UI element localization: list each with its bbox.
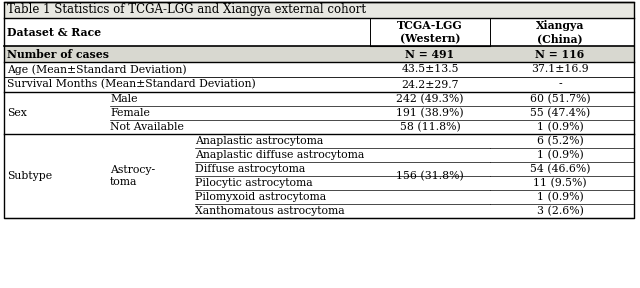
Text: Anaplastic diffuse astrocytoma: Anaplastic diffuse astrocytoma xyxy=(195,150,364,160)
Text: 1 (0.9%): 1 (0.9%) xyxy=(536,192,584,202)
Text: 1 (0.9%): 1 (0.9%) xyxy=(536,150,584,160)
Text: Dataset & Race: Dataset & Race xyxy=(7,26,101,37)
Text: Xanthomatous astrocytoma: Xanthomatous astrocytoma xyxy=(195,206,344,216)
Text: Table 1 Statistics of TCGA-LGG and Xiangya external cohort: Table 1 Statistics of TCGA-LGG and Xiang… xyxy=(7,3,366,16)
Text: Age (Mean±Standard Deviation): Age (Mean±Standard Deviation) xyxy=(7,64,187,75)
Text: 191 (38.9%): 191 (38.9%) xyxy=(396,108,464,118)
Text: 24.2±29.7: 24.2±29.7 xyxy=(401,79,459,90)
Text: 242 (49.3%): 242 (49.3%) xyxy=(396,94,464,104)
Bar xyxy=(4,2,634,218)
Text: 3 (2.6%): 3 (2.6%) xyxy=(536,206,584,216)
Bar xyxy=(4,2,634,18)
Text: Male: Male xyxy=(110,94,138,104)
Text: 37.1±16.9: 37.1±16.9 xyxy=(531,65,589,75)
Text: Pilocytic astrocytoma: Pilocytic astrocytoma xyxy=(195,178,312,188)
Bar xyxy=(4,106,634,120)
Bar xyxy=(4,18,634,46)
Text: Not Available: Not Available xyxy=(110,122,184,132)
Text: 43.5±13.5: 43.5±13.5 xyxy=(401,65,459,75)
Bar xyxy=(4,176,634,190)
Text: Subtype: Subtype xyxy=(7,171,52,181)
Bar xyxy=(4,120,634,134)
Text: Female: Female xyxy=(110,108,150,118)
Text: 156 (31.8%): 156 (31.8%) xyxy=(396,171,464,181)
Text: N = 491: N = 491 xyxy=(405,48,454,60)
Bar xyxy=(4,134,634,148)
Bar xyxy=(4,162,634,176)
Text: 55 (47.4%): 55 (47.4%) xyxy=(530,108,590,118)
Bar xyxy=(4,148,634,162)
Bar xyxy=(4,46,634,62)
Text: Pilomyxoid astrocytoma: Pilomyxoid astrocytoma xyxy=(195,192,326,202)
Text: Sex: Sex xyxy=(7,108,27,118)
Text: Survival Months (Mean±Standard Deviation): Survival Months (Mean±Standard Deviation… xyxy=(7,79,256,90)
Text: N = 116: N = 116 xyxy=(536,48,584,60)
Text: Diffuse astrocytoma: Diffuse astrocytoma xyxy=(195,164,305,174)
Bar xyxy=(4,62,634,77)
Text: 54 (46.6%): 54 (46.6%) xyxy=(530,164,590,174)
Text: -: - xyxy=(558,79,562,90)
Text: 6 (5.2%): 6 (5.2%) xyxy=(536,136,584,146)
Text: TCGA-LGG
(Western): TCGA-LGG (Western) xyxy=(397,20,463,44)
Text: Xiangya
(China): Xiangya (China) xyxy=(536,20,584,44)
Text: 1 (0.9%): 1 (0.9%) xyxy=(536,122,584,132)
Text: 58 (11.8%): 58 (11.8%) xyxy=(399,122,460,132)
Bar xyxy=(4,190,634,204)
Text: 11 (9.5%): 11 (9.5%) xyxy=(533,178,587,188)
Bar xyxy=(4,92,634,106)
Text: 60 (51.7%): 60 (51.7%) xyxy=(530,94,590,104)
Text: Number of cases: Number of cases xyxy=(7,48,109,60)
Bar xyxy=(4,77,634,92)
Bar xyxy=(4,204,634,218)
Text: Anaplastic astrocytoma: Anaplastic astrocytoma xyxy=(195,136,323,146)
Text: Astrocy-
toma: Astrocy- toma xyxy=(110,165,155,187)
